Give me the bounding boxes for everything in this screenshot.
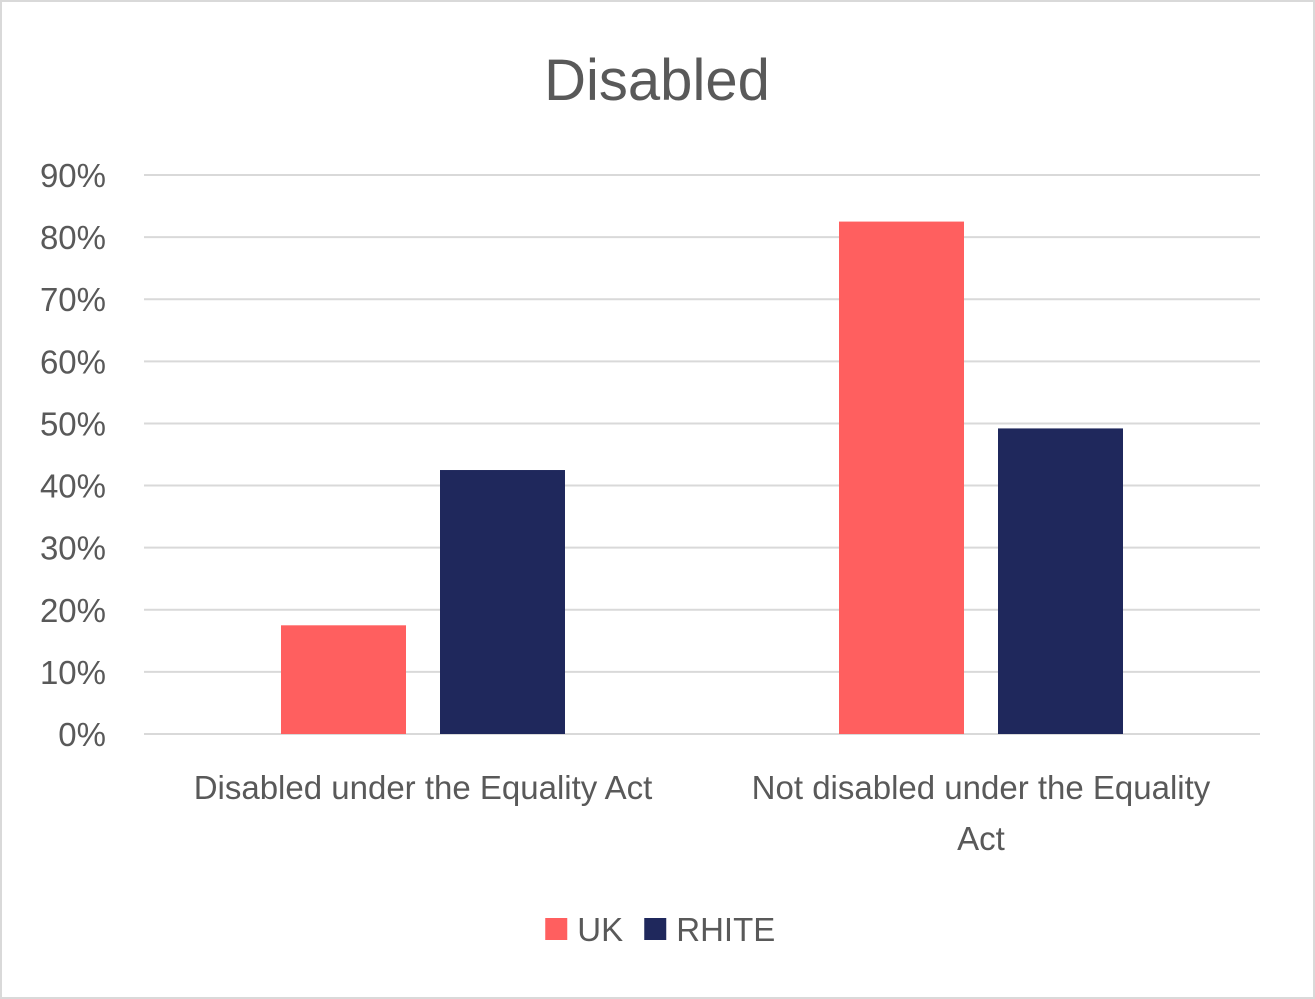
x-category-label: Act — [957, 820, 1005, 857]
y-tick-label: 30% — [40, 530, 106, 567]
y-tick-label: 50% — [40, 405, 106, 442]
legend-swatch-rhite — [644, 918, 667, 940]
y-tick-label: 80% — [40, 219, 106, 256]
y-tick-label: 10% — [40, 654, 106, 691]
x-axis-categories: Disabled under the Equality Act Not disab… — [194, 769, 1211, 857]
chart-title: Disabled — [544, 48, 770, 113]
bars — [281, 221, 1123, 735]
y-axis-ticks: 0% 10% 20% 30% 40% 50% 60% 70% 80% 90% — [40, 157, 106, 753]
bar-uk-0 — [281, 625, 406, 734]
y-tick-label: 0% — [58, 716, 106, 753]
legend-label-rhite: RHITE — [676, 911, 775, 948]
y-tick-label: 40% — [40, 468, 106, 505]
legend-label-uk: UK — [577, 911, 623, 948]
y-tick-label: 90% — [40, 157, 106, 194]
y-tick-label: 20% — [40, 592, 106, 629]
x-category-label: Disabled under the Equality Act — [194, 769, 653, 806]
bar-uk-1 — [839, 221, 964, 735]
y-tick-label: 70% — [40, 281, 106, 318]
x-category-label: Not disabled under the Equality — [752, 769, 1211, 806]
legend-swatch-uk — [545, 918, 568, 940]
legend: UK RHITE — [545, 911, 775, 948]
bar-rhite-0 — [440, 470, 565, 734]
y-tick-label: 60% — [40, 343, 106, 380]
bar-rhite-1 — [998, 428, 1123, 734]
